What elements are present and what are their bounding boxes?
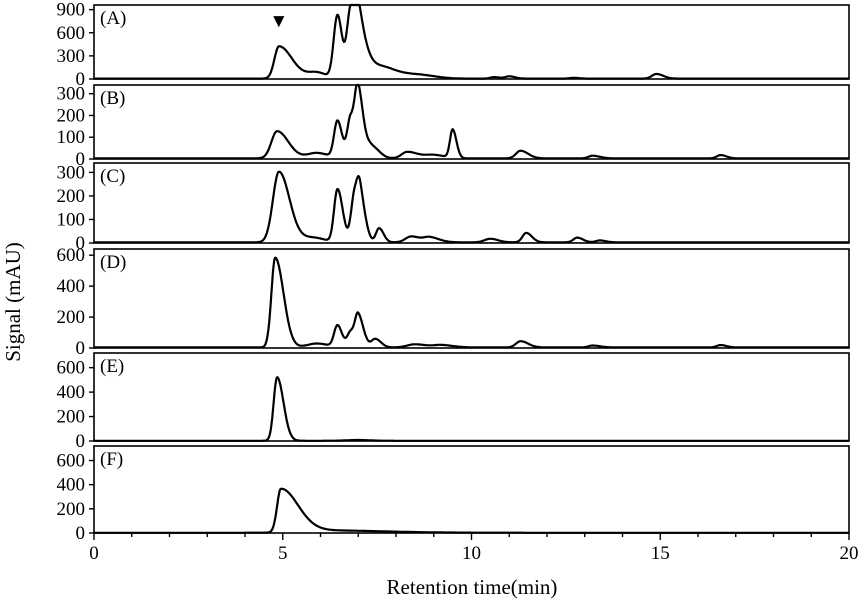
panel-label: (B) [100,88,125,109]
panel-label: (C) [100,166,125,187]
y-tick-label: 0 [76,233,86,254]
peak-marker-triangle: ▼ [269,11,288,32]
y-tick-label: 200 [57,186,86,207]
panel-frame [93,352,850,442]
x-tick-label: 0 [89,543,99,564]
x-tick-label: 10 [462,543,481,564]
panel-label: (D) [100,252,126,273]
series-trace-b [93,83,850,160]
series-trace-e [93,376,850,442]
y-tick-label: 0 [76,431,86,452]
y-tick-label: 200 [57,105,86,126]
series-trace-d [93,256,850,349]
panel-e: 0 200 400 600 (E) [57,352,850,452]
y-tick-label: 900 [57,0,86,21]
y-tick-label: 600 [57,245,86,266]
panel-label: (E) [100,356,124,377]
y-tick-label: 400 [57,475,86,496]
y-axis-title: Signal (mAU) [1,242,25,362]
y-tick-label: 100 [57,209,86,230]
panel-frame [93,162,850,244]
panel-label: (A) [100,8,126,29]
panel-frame [93,4,850,80]
y-tick-label: 0 [76,338,86,359]
y-tick-label: 400 [57,276,86,297]
x-tick-label: 5 [278,543,288,564]
x-tick-label: 20 [840,543,859,564]
y-tick-label: 200 [57,499,86,520]
panel-label: (F) [100,449,123,470]
y-tick-label: 600 [57,23,86,44]
x-axis: 0 5 10 15 20 [89,533,859,564]
y-tick-label: 600 [57,358,86,379]
y-tick-label: 200 [57,307,86,328]
y-tick-label: 400 [57,382,86,403]
panel-frame [93,248,850,349]
series-trace-c [93,170,850,244]
panel-frame [93,84,850,160]
y-tick-label: 300 [57,46,86,67]
y-tick-label: 600 [57,451,86,472]
panel-d: 0 200 400 600 (D) [57,245,850,359]
panel-frame [93,445,850,534]
x-tick-label: 15 [651,543,670,564]
y-tick-label: 300 [57,162,86,183]
y-tick-label: 0 [76,149,86,170]
y-tick-label: 200 [57,407,86,428]
y-tick-label: 0 [76,523,86,544]
y-tick-label: 100 [57,127,86,148]
y-tick-label: 300 [57,84,86,105]
y-tick-label: 0 [76,69,86,90]
series-trace-a [93,3,850,80]
panel-f: 0 200 400 600 (F) [57,445,850,544]
x-axis-title: Retention time(min) [387,575,558,599]
series-trace-f [93,487,850,534]
